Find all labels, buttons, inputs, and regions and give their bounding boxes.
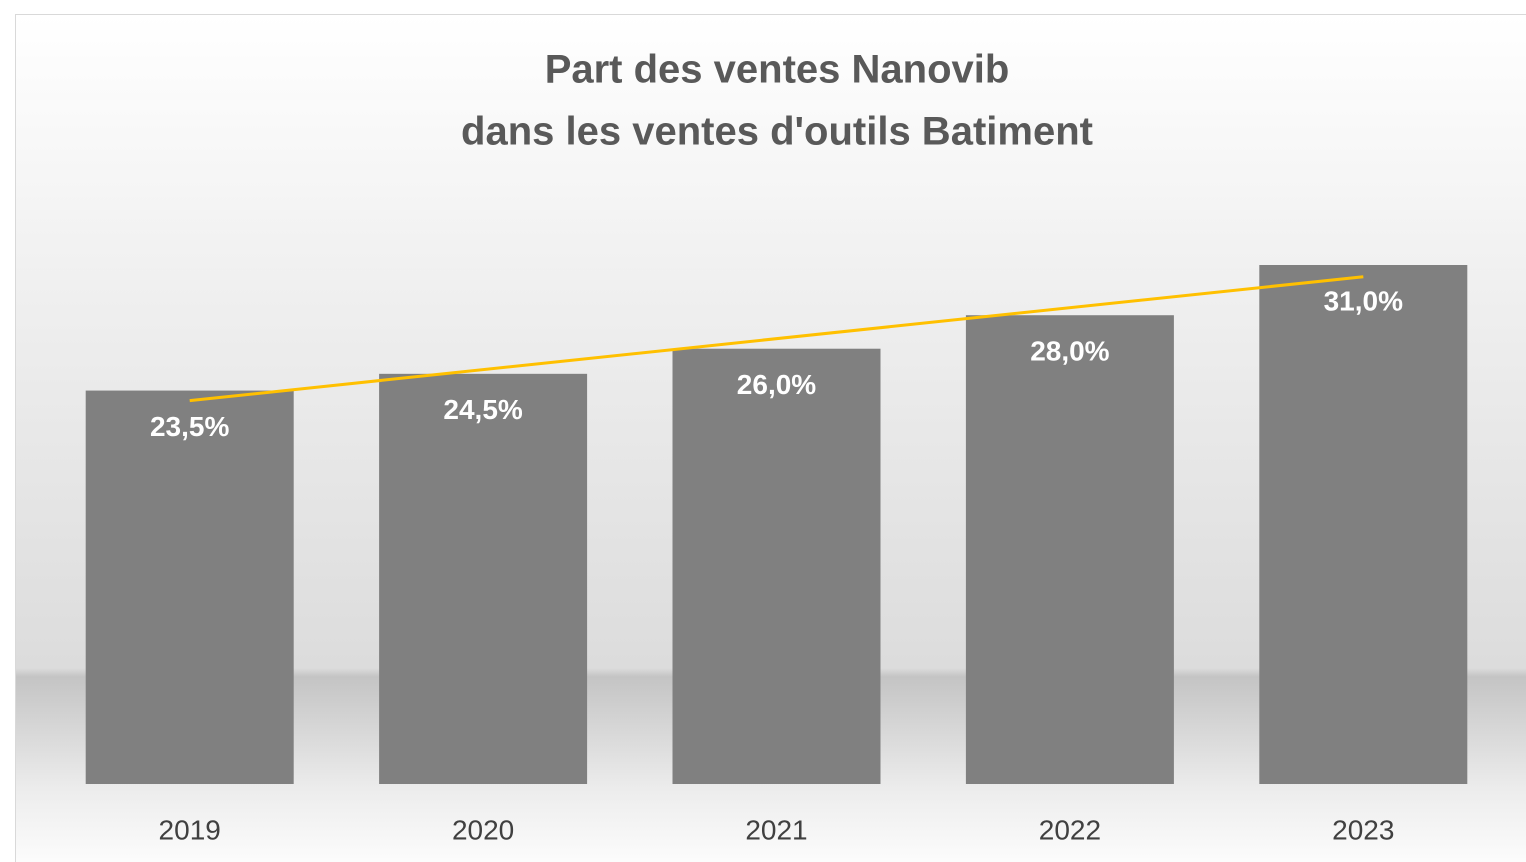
x-tick-label: 2020 [452,814,514,845]
chart-title: dans les ventes d'outils Batiment [461,110,1093,154]
x-tick-label: 2022 [1039,814,1101,845]
data-label: 23,5% [150,411,229,442]
bar [1259,265,1468,784]
bar [85,390,294,784]
data-label: 24,5% [443,394,522,425]
x-tick-label: 2021 [745,814,807,845]
trendline [189,275,1364,403]
x-tick-label: 2019 [159,814,221,845]
x-tick-label: 2023 [1332,814,1394,845]
data-label: 28,0% [1030,336,1109,367]
bar [672,348,881,784]
data-label: 31,0% [1324,285,1403,316]
bar [965,315,1174,784]
data-label: 26,0% [737,369,816,400]
bar [379,373,588,784]
chart-title: Part des ventes Nanovib [545,48,1010,92]
